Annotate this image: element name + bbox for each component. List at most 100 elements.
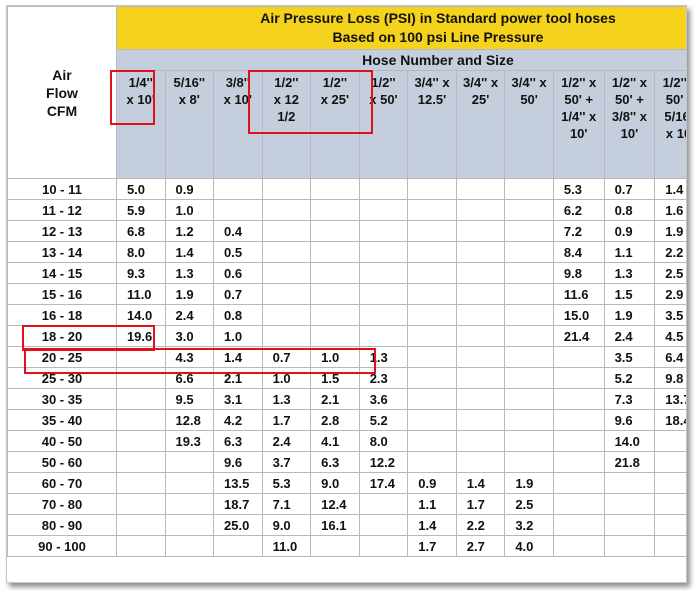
table-cell	[407, 304, 457, 326]
table-cell	[164, 472, 215, 494]
table-cell: 7.2	[552, 220, 605, 242]
column-header: 1/2'' x 50' + 5/16'' x 10'	[654, 70, 687, 179]
table-cell	[164, 493, 215, 515]
table-cell	[407, 451, 457, 473]
table-cell: 1.4	[164, 241, 215, 263]
table-cell: 2.8	[310, 409, 360, 431]
table-cell	[115, 451, 166, 473]
table-row: 15 - 16 11.0 1.9 0.7 11.6 1.5 2.9	[7, 283, 686, 305]
table-cell	[261, 241, 312, 263]
table-cell: 2.4	[261, 430, 312, 452]
table-cell	[358, 304, 409, 326]
table-cell: 2.2	[654, 241, 686, 263]
table-cell	[504, 241, 554, 263]
table-cell: 0.8	[603, 199, 656, 221]
table-row: 10 - 11 5.0 0.9 5.3 0.7 1.4	[7, 178, 686, 200]
table-screenshot: Air Flow CFM Air Pressure Loss (PSI) in …	[6, 5, 687, 583]
airflow-range: 50 - 60	[7, 451, 117, 473]
table-cell: 1.7	[407, 535, 457, 557]
airflow-header: Air Flow CFM	[7, 6, 117, 179]
table-cell: 7.3	[603, 388, 656, 410]
table-cell: 19.6	[115, 325, 166, 347]
table-cell: 25.0	[213, 514, 263, 536]
table-cell	[552, 388, 605, 410]
title-line-1: Air Pressure Loss (PSI) in Standard powe…	[260, 10, 616, 26]
table-cell: 0.9	[164, 178, 215, 200]
table-cell	[552, 367, 605, 389]
column-header-line: 12.5'	[417, 92, 447, 107]
table-cell	[358, 535, 409, 557]
table-cell	[115, 535, 166, 557]
table-row: 80 - 90 25.0 9.0 16.1 1.4 2.2 3.2	[7, 514, 686, 536]
table-cell	[407, 388, 457, 410]
table-cell	[358, 325, 409, 347]
column-header-line: 5/16''	[173, 75, 206, 90]
table-cell: 12.4	[310, 493, 360, 515]
table-cell	[358, 514, 409, 536]
table-cell: 3.2	[504, 514, 554, 536]
table-cell: 8.4	[552, 241, 605, 263]
table-cell	[455, 262, 506, 284]
column-header-line: 1/2'' x	[561, 75, 597, 90]
table-cell	[261, 304, 312, 326]
column-header-line: x 50'	[369, 92, 398, 107]
table-cell	[455, 241, 506, 263]
table-cell: 1.9	[504, 472, 554, 494]
column-header: 3/4'' x 12.5'	[407, 70, 457, 179]
table-cell	[358, 283, 409, 305]
table-cell	[504, 367, 554, 389]
table-cell	[358, 220, 409, 242]
table-cell: 13.5	[213, 472, 263, 494]
table-cell	[603, 472, 656, 494]
table-cell	[164, 535, 215, 557]
table-cell: 2.4	[164, 304, 215, 326]
table-cell: 1.1	[407, 493, 457, 515]
column-header-line: 3/8'' x	[611, 109, 647, 124]
table-cell	[213, 535, 263, 557]
column-header-line: 50' +	[564, 92, 594, 107]
table-cell: 9.5	[164, 388, 215, 410]
table-cell	[504, 283, 554, 305]
table-cell: 9.0	[310, 472, 360, 494]
table-cell	[407, 325, 457, 347]
table-cell	[407, 220, 457, 242]
table-cell: 6.3	[310, 451, 360, 473]
table-cell	[164, 514, 215, 536]
table-cell: 0.8	[213, 304, 263, 326]
column-header-line: 50' +	[615, 92, 644, 107]
column-header: 3/4'' x 25'	[455, 70, 506, 179]
column-header-line: x 25'	[320, 92, 350, 107]
hose-subheader: Hose Number and Size	[115, 49, 686, 71]
airflow-range: 10 - 11	[7, 178, 117, 200]
table-cell: 19.3	[164, 430, 215, 452]
column-header: 1/2'' x 50' + 1/4'' x 10'	[552, 70, 605, 179]
table-row: 50 - 609.63.76.312.221.816.0	[7, 451, 686, 473]
airflow-range: 25 - 30	[7, 367, 117, 389]
table-cell: 11.0	[115, 283, 166, 305]
table-cell: 1.3	[261, 388, 312, 410]
table-cell: 1.0	[213, 325, 263, 347]
table-cell: 3.1	[213, 388, 263, 410]
table-cell: 1.2	[164, 220, 215, 242]
table-cell	[407, 241, 457, 263]
table-cell	[115, 409, 166, 431]
table-cell: 21.4	[552, 325, 605, 347]
table-cell: 1.9	[603, 304, 656, 326]
table-row: 90 - 100 11.0 1.7 2.7 4.0	[7, 535, 686, 557]
table-cell	[213, 178, 263, 200]
table-cell: 1.3	[358, 346, 409, 368]
table-cell	[310, 178, 360, 200]
table-cell: 1.9	[654, 220, 686, 242]
table-row: 13 - 14 8.0 1.4 0.5 8.4 1.1 2.2	[7, 241, 686, 263]
column-header-line: 1/2''	[274, 75, 299, 90]
column-header-line: 1/2'' x	[662, 75, 687, 90]
column-header-line: 3/4'' x	[463, 75, 499, 90]
table-cell	[261, 262, 312, 284]
table-cell	[455, 346, 506, 368]
table-cell	[455, 178, 506, 200]
table-cell	[455, 199, 506, 221]
table-cell	[261, 325, 312, 347]
table-cell: 1.6	[654, 199, 686, 221]
